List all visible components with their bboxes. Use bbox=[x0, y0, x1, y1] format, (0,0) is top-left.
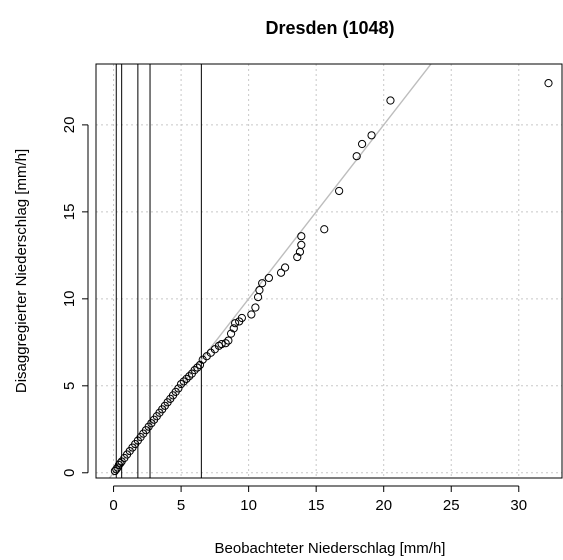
y-tick-label: 10 bbox=[61, 290, 78, 307]
x-tick-label: 15 bbox=[308, 497, 325, 514]
x-axis-label: Beobachteter Niederschlag [mm/h] bbox=[215, 540, 446, 557]
x-tick-label: 30 bbox=[510, 497, 527, 514]
data-point bbox=[185, 372, 194, 381]
y-tick-label: 20 bbox=[61, 117, 78, 134]
data-point bbox=[255, 286, 264, 295]
data-point bbox=[179, 377, 188, 386]
chart-title: Dresden (1048) bbox=[265, 18, 394, 38]
data-point bbox=[297, 240, 306, 250]
data-point bbox=[229, 324, 238, 333]
data-point bbox=[237, 313, 246, 323]
data-points bbox=[110, 79, 553, 476]
y-tick-label: 15 bbox=[61, 204, 78, 221]
data-point bbox=[253, 292, 263, 302]
plot-frame bbox=[95, 63, 563, 479]
data-point bbox=[224, 336, 233, 345]
y-axis-label: Disaggregierter Niederschlag [mm/h] bbox=[13, 149, 30, 393]
data-point bbox=[281, 263, 290, 272]
data-point bbox=[190, 366, 199, 375]
x-tick-label: 25 bbox=[443, 497, 460, 514]
reference-line bbox=[108, 64, 432, 478]
data-point bbox=[217, 339, 226, 349]
data-point bbox=[293, 252, 302, 262]
y-axis: 0 5 10 15 20 bbox=[61, 117, 89, 477]
data-point bbox=[357, 139, 367, 149]
x-tick-label: 10 bbox=[240, 497, 257, 514]
data-point bbox=[193, 363, 202, 372]
data-point bbox=[195, 360, 205, 370]
data-point bbox=[297, 232, 306, 241]
data-point bbox=[182, 374, 191, 383]
data-point bbox=[221, 339, 230, 348]
data-point bbox=[367, 131, 376, 140]
reference-line-group bbox=[108, 64, 432, 478]
data-point bbox=[335, 186, 344, 196]
data-point bbox=[258, 279, 267, 288]
data-point bbox=[176, 379, 186, 389]
data-point bbox=[251, 303, 260, 312]
y-tick-label: 5 bbox=[61, 382, 78, 390]
data-point bbox=[352, 152, 361, 161]
data-point bbox=[544, 79, 553, 88]
data-point bbox=[247, 310, 256, 319]
x-tick-label: 5 bbox=[177, 497, 185, 514]
vertical-lines bbox=[115, 64, 202, 478]
data-point bbox=[264, 273, 273, 283]
data-point bbox=[276, 268, 286, 277]
x-tick-label: 20 bbox=[375, 497, 392, 514]
y-tick-label: 0 bbox=[61, 469, 78, 477]
data-point bbox=[231, 319, 240, 328]
grid bbox=[96, 64, 562, 478]
data-point bbox=[112, 465, 121, 474]
data-point bbox=[116, 459, 125, 468]
data-point bbox=[386, 96, 395, 105]
data-point bbox=[226, 329, 236, 338]
x-tick-label: 0 bbox=[109, 497, 117, 514]
x-axis: 0 5 10 15 20 25 30 bbox=[109, 485, 527, 514]
data-point bbox=[320, 225, 329, 234]
data-point bbox=[174, 384, 183, 393]
